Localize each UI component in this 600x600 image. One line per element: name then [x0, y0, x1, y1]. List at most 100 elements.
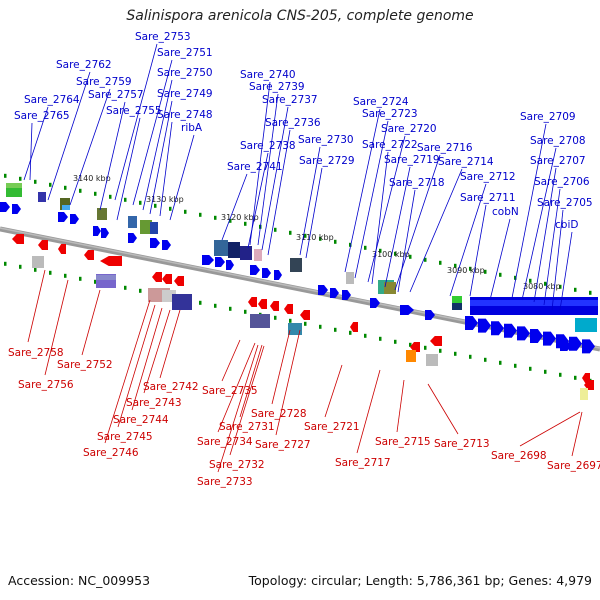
track-tick	[214, 215, 217, 220]
forward-gene-arrow	[504, 323, 517, 338]
leader-line	[221, 339, 241, 382]
leader-line	[149, 100, 173, 215]
feature-box	[406, 350, 416, 362]
leader-line	[267, 129, 291, 256]
gene-label: Sare_2748	[157, 109, 213, 121]
leader-line	[396, 379, 405, 433]
reverse-gene-arrow	[258, 299, 267, 309]
forward-gene-arrow	[543, 331, 556, 346]
track-tick	[49, 182, 52, 187]
leader-line	[367, 135, 406, 283]
gene-label: Sare_2728	[251, 408, 307, 420]
forward-gene-arrow	[58, 212, 68, 222]
forward-gene-arrow	[150, 238, 160, 248]
gene-label: Sare_2736	[265, 117, 321, 129]
gene-label: Sare_2729	[299, 155, 355, 167]
leader-line	[44, 279, 69, 376]
track-tick	[514, 275, 517, 280]
gene-label: Sare_2757	[88, 89, 144, 101]
track-tick	[424, 257, 427, 262]
leader-line	[117, 304, 156, 428]
track-tick	[334, 239, 337, 244]
gene-label: Sare_2712	[460, 171, 516, 183]
leader-line	[169, 134, 195, 221]
track-tick	[289, 318, 292, 323]
track-tick	[34, 179, 37, 184]
reverse-gene-arrow	[84, 250, 94, 260]
gene-label: Sare_2742	[143, 381, 199, 393]
gene-label: Sare_2734	[197, 436, 253, 448]
feature-box	[60, 198, 70, 210]
forward-gene-arrow	[465, 316, 478, 330]
track-tick	[4, 173, 7, 178]
feature-box	[254, 249, 262, 261]
track-tick	[184, 209, 187, 214]
gene-label: Sare_2713	[434, 438, 490, 450]
forward-gene-arrow	[517, 326, 530, 341]
forward-gene-arrow	[342, 290, 351, 300]
leader-line	[27, 269, 46, 343]
leader-line	[469, 204, 487, 297]
gene-label: Sare_2719	[384, 154, 440, 166]
track-tick	[244, 221, 247, 226]
forward-gene-arrow	[262, 268, 271, 278]
leader-line	[409, 168, 463, 293]
leader-line	[543, 188, 561, 306]
gene-label: Sare_2707	[530, 155, 586, 167]
feature-box	[384, 282, 396, 294]
track-tick	[379, 336, 382, 341]
gene-label: Sare_2724	[353, 96, 409, 108]
track-tick	[439, 260, 442, 265]
leader-line	[131, 307, 163, 411]
leader-line	[533, 167, 557, 303]
kbp-label: 3110 kbp	[296, 233, 334, 242]
track-tick	[334, 327, 337, 332]
gene-label: Sare_2740	[240, 69, 296, 81]
feature-box	[346, 272, 354, 284]
reverse-gene-arrow	[152, 272, 162, 282]
reverse-gene-arrow	[584, 380, 594, 390]
track-tick	[559, 284, 562, 289]
leader-line	[261, 106, 289, 251]
gene-cluster-band	[470, 300, 598, 306]
feature-box	[32, 256, 44, 268]
reverse-gene-arrow	[162, 274, 172, 284]
leader-line	[324, 364, 343, 418]
track-tick	[469, 354, 472, 359]
map-title: Salinispora arenicola CNS-205, complete …	[126, 8, 474, 24]
leader-line	[217, 342, 256, 433]
gene-label: Sare_2716	[417, 142, 473, 154]
leader-line	[449, 183, 487, 297]
track-tick	[574, 375, 577, 380]
leader-line	[559, 231, 573, 311]
track-tick	[4, 261, 7, 266]
feature-box	[452, 296, 462, 306]
leader-line	[299, 146, 321, 256]
leader-line	[571, 411, 583, 457]
feature-box	[228, 242, 240, 258]
kbp-label: 3080 kbp	[523, 282, 561, 291]
kbp-scale-labels: 3140 kbp 3130 kbp 3120 kbp 3110 kbp 3100 kbp…	[73, 174, 561, 291]
forward-gene-labels: Sare_2753 Sare_2751 Sare_2762 Sare_2750 Sare…	[14, 31, 593, 311]
leader-line	[143, 309, 171, 394]
track-tick	[589, 290, 592, 295]
gene-label: Sare_2735	[202, 385, 258, 397]
leader-line	[397, 189, 416, 293]
track-tick	[379, 248, 382, 253]
track-tick	[139, 200, 142, 205]
gene-label: Sare_2709	[520, 111, 576, 123]
track-tick	[274, 227, 277, 232]
leader-line	[23, 106, 49, 181]
reverse-gene-arrow	[300, 310, 310, 320]
leader-line	[221, 173, 248, 241]
gene-label: Sare_2731	[219, 421, 275, 433]
leader-line	[427, 383, 459, 435]
leader-line	[275, 329, 301, 436]
gene-label: Sare_2730	[298, 134, 354, 146]
reverse-gene-arrow	[284, 304, 293, 314]
track-tick	[154, 203, 157, 208]
leader-line	[247, 152, 269, 249]
track-tick	[289, 230, 292, 235]
track-tick	[169, 206, 172, 211]
